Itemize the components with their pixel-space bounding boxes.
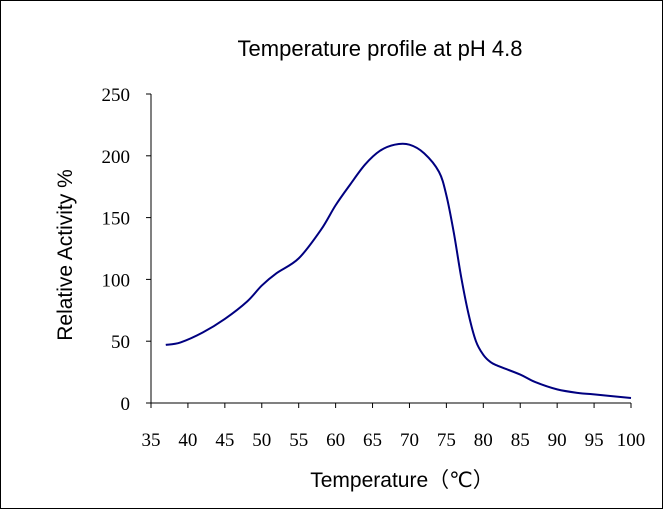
axes — [150, 94, 631, 404]
x-tick-label: 40 — [178, 430, 197, 451]
x-tick-label: 45 — [215, 430, 234, 451]
x-tick-label: 70 — [400, 430, 419, 451]
x-tick-label: 65 — [363, 430, 382, 451]
y-tick-label: 50 — [111, 332, 130, 353]
chart-title: Temperature profile at pH 4.8 — [238, 36, 523, 61]
y-tick-label: 200 — [102, 147, 131, 168]
y-ticks: 0 50 100 150 200 250 — [102, 85, 151, 415]
x-tick-label: 95 — [585, 430, 604, 451]
x-tick-label: 35 — [142, 430, 161, 451]
series-group — [165, 142, 632, 400]
x-ticks: 35 40 45 50 55 60 65 70 75 80 85 90 95 100 — [142, 403, 646, 451]
x-tick-label: 100 — [617, 430, 646, 451]
x-tick-label: 90 — [548, 430, 567, 451]
x-tick-label: 55 — [289, 430, 308, 451]
y-tick-label: 250 — [102, 85, 131, 106]
x-axis-title: Temperature（℃） — [310, 469, 493, 492]
y-tick-label: 100 — [102, 270, 131, 291]
x-tick-label: 80 — [474, 430, 493, 451]
x-tick-label: 75 — [437, 430, 456, 451]
x-tick-label: 85 — [511, 430, 530, 451]
x-tick-label: 60 — [326, 430, 345, 451]
series-line — [165, 142, 632, 400]
x-tick-label: 50 — [252, 430, 271, 451]
y-axis-title: Relative Activity % — [54, 169, 77, 341]
y-tick-label: 0 — [121, 394, 131, 415]
y-tick-label: 150 — [102, 209, 131, 230]
